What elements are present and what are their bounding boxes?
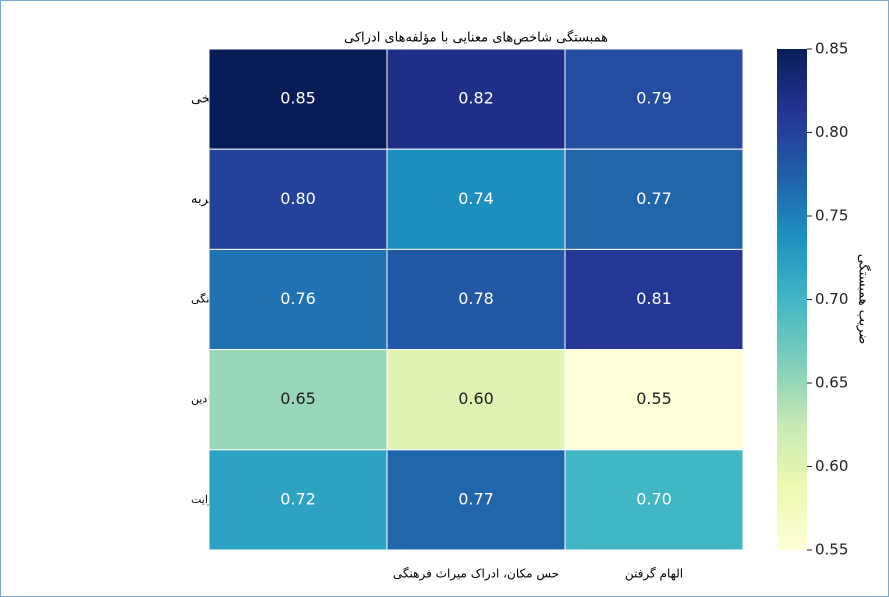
heatmap-cell	[564, 449, 744, 551]
colorbar	[777, 49, 807, 550]
heatmap-cell	[208, 449, 388, 551]
chart-title: همبستگی شاخص‌های معنایی با مؤلفه‌های ادر…	[344, 30, 608, 46]
cell-label: 0.72	[280, 489, 316, 508]
heatmap-cell	[208, 349, 388, 451]
x-tick-label: حس مکان، ادراک میراث فرهنگی	[393, 567, 559, 582]
heatmap-cell	[386, 349, 566, 451]
colorbar-tick-label: 0.60	[815, 457, 848, 475]
colorbar-tick-label: 0.70	[815, 290, 848, 308]
cell-label: 0.78	[458, 289, 494, 308]
heatmap-cell	[564, 148, 744, 250]
colorbar-tick-label: 0.85	[815, 40, 848, 58]
cell-label: 0.82	[458, 89, 494, 108]
cell-label: 0.77	[458, 489, 494, 508]
cell-label: 0.85	[280, 89, 316, 108]
cell-label: 0.81	[636, 289, 672, 308]
colorbar-tick-label: 0.80	[815, 123, 848, 141]
x-tick-label: الهام گرفتن	[625, 567, 683, 582]
cell-label: 0.80	[280, 189, 316, 208]
colorbar-tick-label: 0.75	[815, 207, 848, 225]
heatmap-cell	[386, 148, 566, 250]
cell-label: 0.55	[636, 389, 672, 408]
heatmap-cell	[564, 248, 744, 351]
heatmap-cell	[564, 349, 744, 451]
cell-label: 0.79	[636, 89, 672, 108]
colorbar-label: ضریب همبستگی	[856, 254, 872, 345]
heatmap-cell	[208, 148, 388, 250]
cell-label: 0.70	[636, 489, 672, 508]
cell-label: 0.65	[280, 389, 316, 408]
heatmap-cell	[208, 248, 388, 351]
cell-label: 0.77	[636, 189, 672, 208]
colorbar-tick-label: 0.55	[815, 541, 848, 559]
cell-label: 0.76	[280, 289, 316, 308]
heatmap-cell	[564, 48, 744, 150]
colorbar-tick-label: 0.65	[815, 374, 848, 392]
cell-label: 0.74	[458, 189, 494, 208]
cell-label: 0.60	[458, 389, 494, 408]
